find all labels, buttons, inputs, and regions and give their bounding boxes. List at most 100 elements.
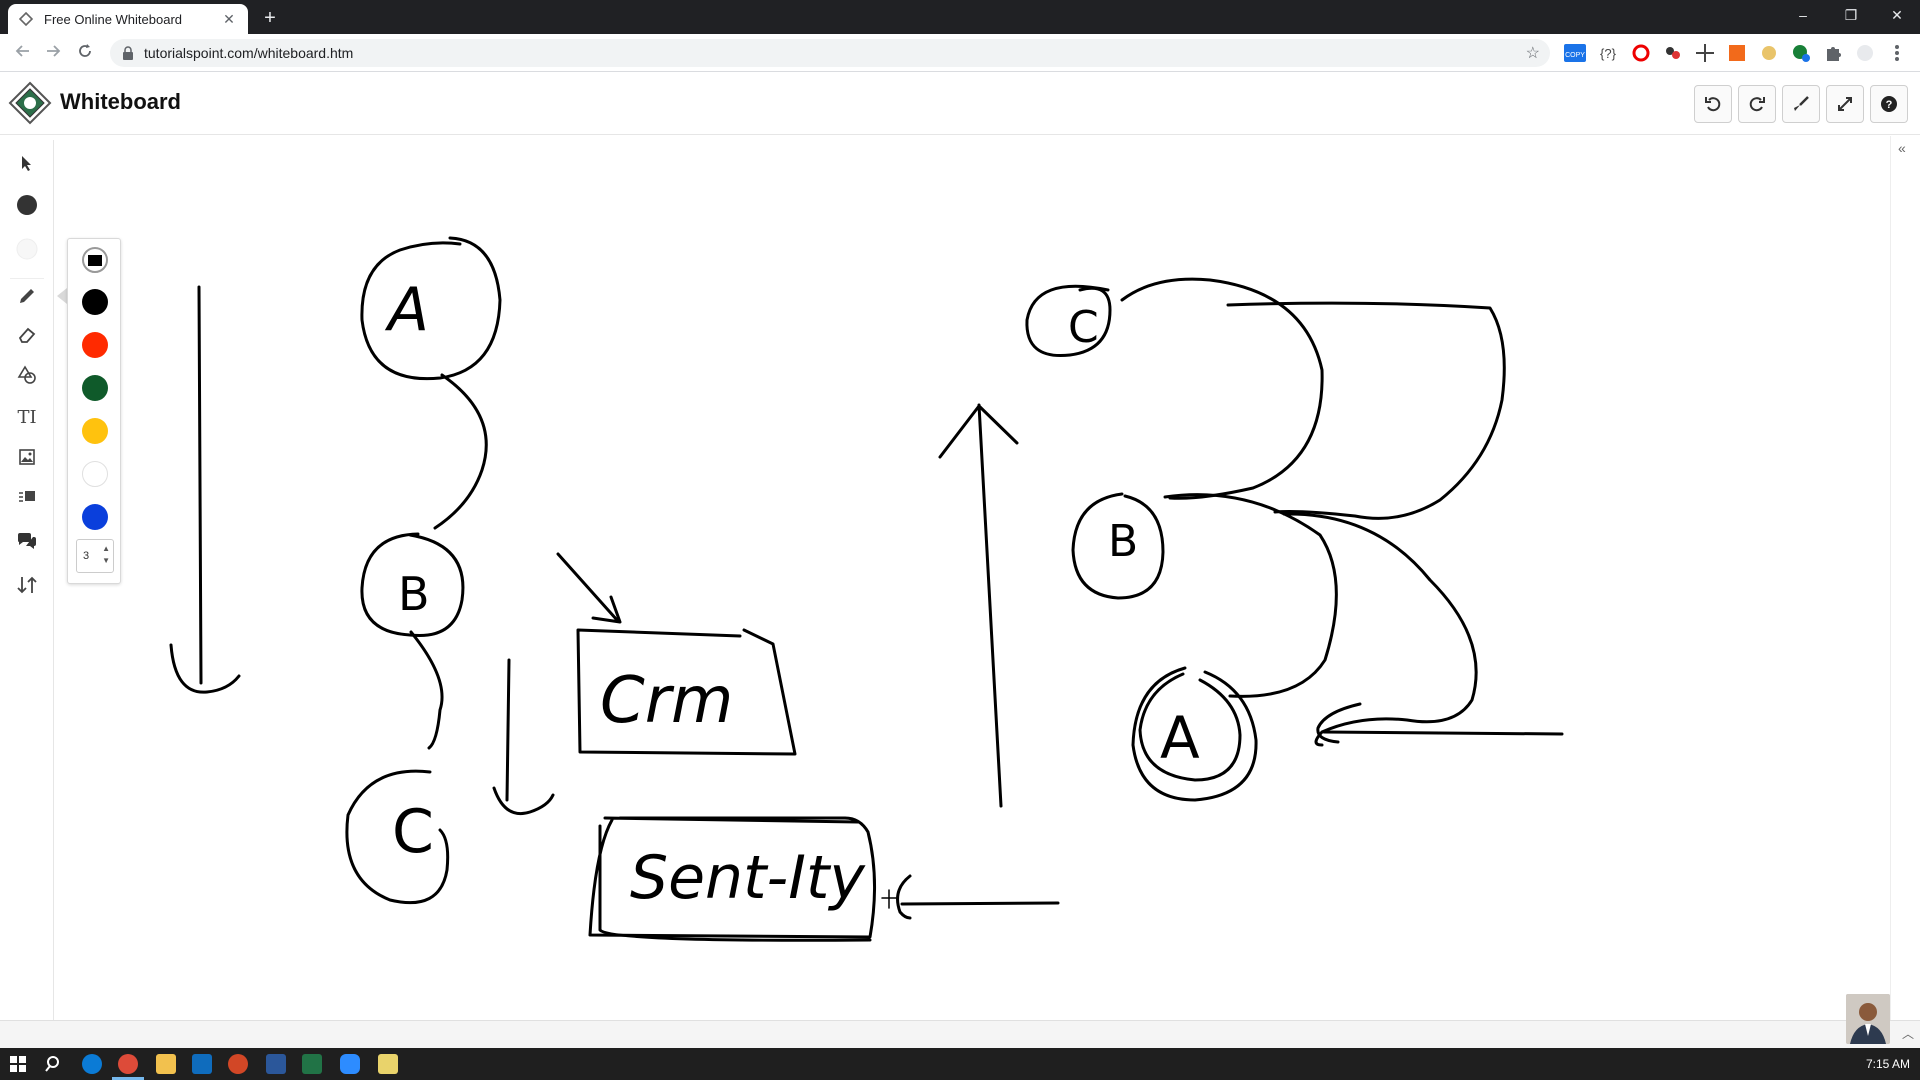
excel-icon[interactable] xyxy=(302,1054,322,1074)
tool-sidebar: TI xyxy=(0,140,54,1020)
svg-text:?: ? xyxy=(1886,99,1893,111)
profile-avatar-icon[interactable] xyxy=(1854,42,1876,64)
stroke-size-spinner-icon[interactable]: ▲ ▼ xyxy=(102,544,110,565)
lock-icon xyxy=(122,46,134,60)
copy-extension-label: COPY xyxy=(1565,52,1585,59)
chrome-icon[interactable] xyxy=(118,1054,138,1074)
label-box-sentity: Sent-Ity xyxy=(630,843,866,913)
whiteboard-canvas[interactable]: A B C Crm Sent-Ity C B A xyxy=(55,136,1905,1020)
image-text-tool[interactable] xyxy=(10,480,44,514)
word-icon[interactable] xyxy=(266,1054,286,1074)
orange-extension-icon[interactable] xyxy=(1726,42,1748,64)
stroke-color-icon xyxy=(16,238,38,260)
brush-button[interactable] xyxy=(1782,85,1820,123)
notes-icon[interactable] xyxy=(378,1054,398,1074)
outlook-icon[interactable] xyxy=(192,1054,212,1074)
selected-swatch[interactable] xyxy=(82,247,108,273)
stroke-cursor xyxy=(881,889,897,909)
swatch-red[interactable] xyxy=(82,332,108,358)
tab-close-icon[interactable]: ✕ xyxy=(223,11,235,27)
right-panel-strip xyxy=(1890,136,1920,1020)
forward-button[interactable] xyxy=(40,40,66,66)
move-extension-icon[interactable] xyxy=(1694,42,1716,64)
label-node-a-right: A xyxy=(1160,704,1200,772)
copy-extension-icon[interactable]: COPY xyxy=(1562,42,1586,64)
minimize-button[interactable]: – xyxy=(1799,7,1807,23)
stroke-color-tool[interactable] xyxy=(10,232,44,266)
stroke-link-b-c xyxy=(409,630,444,750)
swatch-white[interactable] xyxy=(82,461,108,487)
stroke-box-sentity xyxy=(588,816,877,939)
image-text-icon xyxy=(19,491,35,502)
stroke-circle-a-right-outer xyxy=(1131,666,1258,802)
swatch-black[interactable] xyxy=(82,289,108,315)
stroke-curve-c-b-inner xyxy=(1120,277,1324,500)
reload-button[interactable] xyxy=(72,40,98,66)
label-node-a-left: A xyxy=(384,275,429,345)
import-export-tool[interactable] xyxy=(10,568,44,602)
shapes-icon xyxy=(17,365,36,384)
stroke-circle-c-left xyxy=(345,769,450,905)
menu-kebab-icon[interactable] xyxy=(1886,42,1908,64)
stroke-circle-a-left xyxy=(360,236,502,381)
eraser-tool[interactable] xyxy=(10,318,44,352)
swatch-blue[interactable] xyxy=(82,504,108,530)
tutorialspoint-logo-icon xyxy=(8,81,52,125)
edge-icon[interactable] xyxy=(82,1054,102,1074)
browser-tab-bar: Free Online Whiteboard ✕ + – ❐ ✕ xyxy=(0,0,1920,34)
collapse-panel-icon[interactable]: « xyxy=(1898,140,1906,156)
stroke-size-value: 3 xyxy=(83,550,90,562)
redo-button[interactable] xyxy=(1738,85,1776,123)
text-icon: TI xyxy=(17,406,37,428)
close-window-button[interactable]: ✕ xyxy=(1891,7,1903,23)
file-explorer-icon[interactable] xyxy=(156,1054,176,1074)
comment-icon xyxy=(18,533,36,549)
stroke-size-input[interactable]: 3 ▲ ▼ xyxy=(76,539,114,573)
stroke-b-a-link xyxy=(1163,493,1338,698)
back-arrow-icon xyxy=(15,45,29,57)
color-extension-icon[interactable] xyxy=(1758,42,1780,64)
windows-taskbar: 7:15 AM xyxy=(0,1048,1920,1080)
label-node-b-right: B xyxy=(1108,516,1138,567)
opera-extension-icon[interactable] xyxy=(1630,42,1652,64)
text-tool[interactable]: TI xyxy=(10,400,44,434)
scroll-up-icon[interactable]: ︿ xyxy=(1901,1027,1914,1041)
browser-tab[interactable]: Free Online Whiteboard ✕ xyxy=(8,4,248,34)
green-extension-icon[interactable] xyxy=(1790,42,1812,64)
zoom-icon[interactable] xyxy=(340,1054,360,1074)
pencil-tool[interactable] xyxy=(10,278,44,312)
search-icon[interactable] xyxy=(44,1054,64,1074)
palette-pointer xyxy=(57,288,67,304)
stroke-circle-c-right xyxy=(1025,284,1112,358)
new-tab-button[interactable]: + xyxy=(264,7,276,29)
label-node-c-right: C xyxy=(1068,302,1099,353)
windows-start-icon[interactable] xyxy=(8,1054,28,1074)
restore-button[interactable]: ❐ xyxy=(1844,7,1858,23)
puzzle-extension-icon[interactable] xyxy=(1822,42,1844,64)
app-title: Whiteboard xyxy=(60,89,181,114)
stroke-b-a-outer xyxy=(1282,512,1478,747)
stroke-curve-c-a-outer xyxy=(1226,301,1506,520)
swatch-green[interactable] xyxy=(82,375,108,401)
image-icon xyxy=(19,449,35,465)
address-bar[interactable]: tutorialspoint.com/whiteboard.htm ☆ xyxy=(110,39,1550,67)
eraser-icon xyxy=(18,327,36,343)
help-button[interactable]: ? xyxy=(1870,85,1908,123)
shapes-tool[interactable] xyxy=(10,358,44,392)
swatch-yellow[interactable] xyxy=(82,418,108,444)
select-tool[interactable] xyxy=(10,146,44,180)
label-node-b-left: B xyxy=(398,567,430,621)
image-tool[interactable] xyxy=(10,440,44,474)
people-extension-icon[interactable] xyxy=(1662,42,1684,64)
code-extension-icon[interactable]: {?} xyxy=(1598,42,1620,64)
fullscreen-button[interactable] xyxy=(1826,85,1864,123)
bookmark-star-icon[interactable]: ☆ xyxy=(1525,45,1540,62)
active-app-indicator xyxy=(112,1077,144,1080)
back-button[interactable] xyxy=(10,40,36,66)
selected-color-icon xyxy=(88,254,102,266)
comment-tool[interactable] xyxy=(10,524,44,558)
url-text: tutorialspoint.com/whiteboard.htm xyxy=(144,45,354,61)
undo-button[interactable] xyxy=(1694,85,1732,123)
powerpoint-icon[interactable] xyxy=(228,1054,248,1074)
fill-color-tool[interactable] xyxy=(10,188,44,222)
